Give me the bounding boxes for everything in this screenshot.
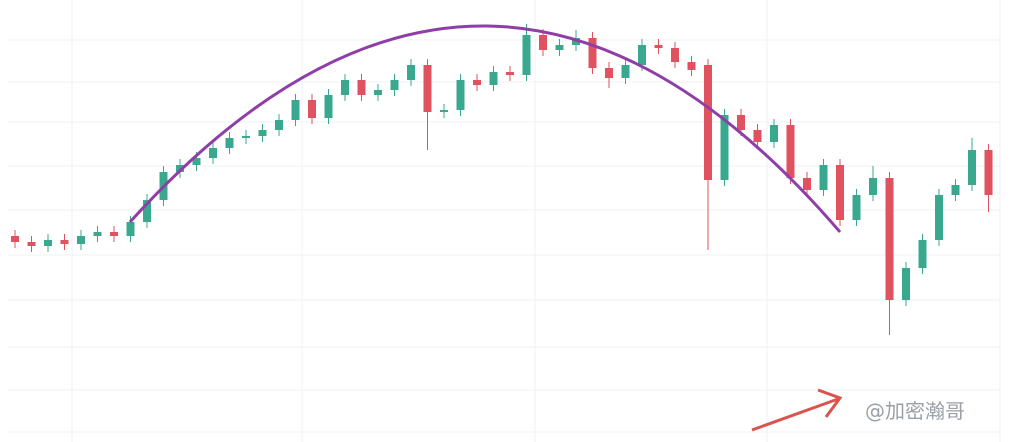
- candle-body: [935, 195, 943, 240]
- candles: [11, 24, 993, 335]
- candle-body: [357, 80, 366, 95]
- candle-body: [242, 136, 250, 138]
- candle-body: [737, 115, 745, 130]
- watermark: @加密瀚哥: [865, 399, 965, 423]
- candle-body: [324, 95, 333, 118]
- candle-body: [192, 158, 201, 165]
- candle-body: [143, 200, 151, 222]
- candle-body: [456, 80, 465, 110]
- candle-body: [341, 80, 349, 95]
- candle-body: [390, 80, 399, 90]
- candle-body: [984, 150, 993, 195]
- candle-body: [918, 240, 927, 268]
- grid: [8, 0, 1001, 442]
- candle-body: [704, 65, 712, 180]
- candle-body: [539, 35, 547, 50]
- candle-body: [951, 185, 960, 195]
- candle-body: [720, 115, 729, 180]
- candle-body: [770, 125, 778, 142]
- candle-body: [968, 150, 976, 185]
- candle-body: [407, 65, 415, 80]
- candle-body: [836, 165, 844, 220]
- candle-body: [819, 165, 828, 190]
- candle-body: [60, 240, 69, 244]
- candle-body: [572, 38, 580, 45]
- candle-body: [506, 72, 514, 75]
- candle-body: [638, 45, 646, 65]
- candle-body: [258, 130, 267, 136]
- candle-body: [522, 35, 531, 75]
- candle-body: [555, 45, 564, 50]
- trend-arc: [128, 24, 842, 233]
- arrow: [751, 388, 843, 432]
- candle-body: [687, 62, 696, 70]
- candle-body: [902, 268, 910, 300]
- candle-body: [885, 178, 894, 300]
- candle-body: [11, 236, 19, 242]
- candle-body: [621, 65, 630, 78]
- candle-body: [671, 48, 679, 62]
- candle-body: [869, 178, 877, 195]
- candle-body: [803, 178, 811, 190]
- candle-body: [489, 72, 498, 85]
- candle-body: [588, 38, 597, 68]
- candle-body: [753, 130, 762, 142]
- candle-body: [27, 242, 36, 246]
- candle-body: [93, 232, 102, 236]
- candle-body: [654, 45, 663, 48]
- candle-body: [44, 240, 52, 246]
- candle-body: [786, 125, 795, 178]
- candle-body: [225, 138, 234, 148]
- candle-body: [852, 195, 861, 220]
- candle-body: [110, 232, 118, 236]
- candle-body: [275, 120, 283, 130]
- candle-body: [423, 65, 432, 112]
- candle-body: [77, 236, 85, 244]
- candle-body: [308, 100, 316, 118]
- candle-body: [440, 110, 448, 112]
- candle-body: [605, 68, 613, 78]
- candle-body: [374, 90, 382, 95]
- candle-body: [473, 80, 481, 85]
- candle-body: [209, 148, 217, 158]
- candle-body: [176, 165, 184, 172]
- candle-body: [291, 100, 300, 120]
- candle-body: [126, 222, 135, 236]
